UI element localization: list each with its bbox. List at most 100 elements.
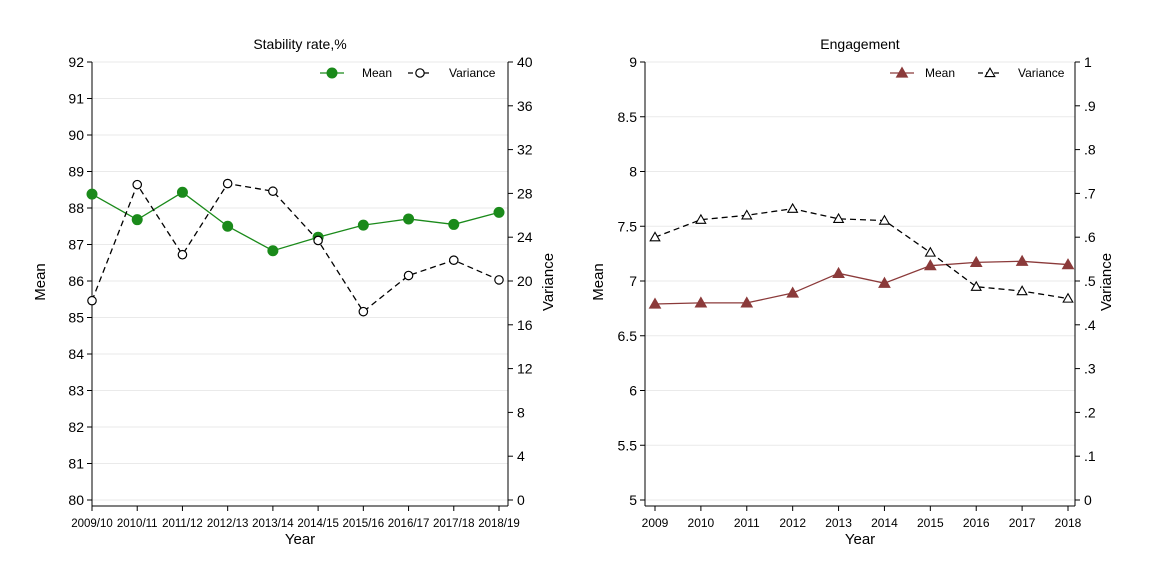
point-mean	[493, 206, 505, 218]
point-mean	[648, 297, 662, 309]
y-tick-label: 87	[68, 237, 84, 253]
y2-tick-label: 40	[517, 54, 533, 70]
point-mean	[357, 219, 369, 231]
point-variance	[786, 202, 799, 213]
point-variance	[403, 270, 414, 281]
y2-tick-label: .7	[1084, 185, 1096, 201]
legend-marker	[984, 67, 996, 78]
y-tick-label: 92	[68, 54, 84, 70]
point-variance	[878, 214, 891, 225]
legend-marker	[415, 68, 425, 78]
y-tick-label: 90	[68, 127, 84, 143]
y2-tick-label: .6	[1084, 229, 1096, 245]
x-tick-label: 2014/15	[297, 518, 339, 530]
point-mean	[694, 296, 708, 308]
chart-2: 5 5.5 6 6.5 7 7.5 8 8.5 9 0 .1 .2 .3 .4 .5 .6 .7 .8 .9 1 200…	[590, 36, 1115, 548]
y-tick-label: 6	[629, 383, 637, 399]
y-tick-label: 8	[629, 164, 637, 180]
x-tick-label: 2012	[779, 516, 806, 530]
point-mean	[832, 266, 845, 278]
y2-tick-label: .4	[1084, 317, 1096, 333]
x-tick-label: 2012/13	[207, 518, 249, 530]
y-tick-label: 5	[629, 492, 637, 508]
x-tick-label: 2018/19	[478, 518, 520, 530]
y2-tick-label: .5	[1084, 273, 1096, 289]
point-mean	[740, 296, 754, 308]
x-tick-label: 2011/12	[162, 518, 203, 530]
y-tick-label: 6.5	[618, 328, 638, 344]
point-variance	[358, 306, 369, 317]
x-tick-label: 2010	[688, 516, 715, 530]
point-mean	[448, 218, 460, 230]
legend: Mean Variance	[890, 66, 1065, 80]
x-tick-label: 2013	[825, 516, 852, 530]
y-tick-label: 89	[68, 164, 84, 180]
x-tick-label: 2009	[642, 516, 669, 530]
series-variance	[649, 202, 1074, 303]
y-tick-label: 81	[68, 456, 84, 472]
point-mean	[969, 255, 983, 268]
y-tick-label: 7.5	[618, 218, 638, 234]
y-tick-label: 88	[68, 200, 84, 216]
x-tick-label: 2015/16	[343, 518, 385, 530]
chart-title: Engagement	[820, 36, 900, 52]
point-mean	[86, 188, 98, 200]
y2-tick-label: 1	[1084, 54, 1092, 70]
point-mean	[923, 259, 937, 271]
x-axis-label: Year	[845, 531, 875, 548]
point-variance	[222, 178, 233, 189]
x-tick-label: 2017	[1009, 516, 1036, 530]
y2-tick-label: 16	[517, 317, 533, 333]
legend-label: Variance	[1018, 66, 1065, 80]
point-mean	[131, 214, 143, 226]
y-tick-label: 8.5	[618, 109, 638, 125]
y2-tick-label: 12	[517, 361, 533, 377]
point-variance	[268, 186, 278, 197]
y-tick-label: 86	[68, 273, 84, 289]
y2-tick-label: .3	[1084, 361, 1096, 377]
x-tick-label: 2016	[963, 516, 990, 530]
legend-marker	[326, 67, 338, 79]
point-mean	[403, 213, 415, 225]
y-tick-label: 84	[68, 346, 84, 362]
x-tick-label: 2013/14	[252, 518, 294, 530]
x-tick-label: 2009/10	[71, 518, 113, 530]
legend-marker	[895, 66, 909, 78]
point-mean	[878, 276, 891, 288]
point-variance	[313, 235, 323, 246]
point-variance	[970, 280, 982, 291]
y-tick-label: 91	[68, 91, 84, 107]
y2-tick-label: .9	[1084, 98, 1096, 114]
x-tick-label: 2017/18	[433, 518, 475, 530]
series-line-variance	[654, 208, 1069, 300]
y2-tick-label: .8	[1084, 142, 1096, 158]
series-variance	[87, 178, 504, 317]
point-variance	[87, 295, 97, 306]
series-line-mean	[91, 191, 500, 252]
series-line-mean	[654, 260, 1069, 305]
point-mean	[222, 220, 234, 232]
point-variance	[177, 249, 188, 260]
series-line-variance	[91, 182, 500, 313]
series-mean	[648, 254, 1075, 309]
x-tick-label: 2018	[1055, 516, 1082, 530]
y2-tick-label: 36	[517, 98, 533, 114]
y2-tick-label: 20	[517, 273, 533, 289]
y2-tick-label: .1	[1084, 448, 1096, 464]
point-variance	[1062, 292, 1074, 303]
y-tick-label: 9	[629, 54, 637, 70]
point-variance	[741, 209, 753, 220]
point-variance	[832, 212, 845, 223]
legend-label: Mean	[925, 66, 955, 80]
y-axis-label: Mean	[32, 263, 49, 301]
y-tick-label: 85	[68, 310, 84, 326]
y-tick-label: 5.5	[618, 437, 638, 453]
x-tick-label: 2011	[734, 516, 760, 530]
x-tick-label: 2015	[917, 516, 944, 530]
legend-label: Mean	[362, 66, 392, 80]
point-variance	[924, 246, 937, 257]
point-mean	[1015, 254, 1029, 266]
point-variance	[448, 255, 459, 265]
y2-axis-label: Variance	[1098, 253, 1115, 311]
